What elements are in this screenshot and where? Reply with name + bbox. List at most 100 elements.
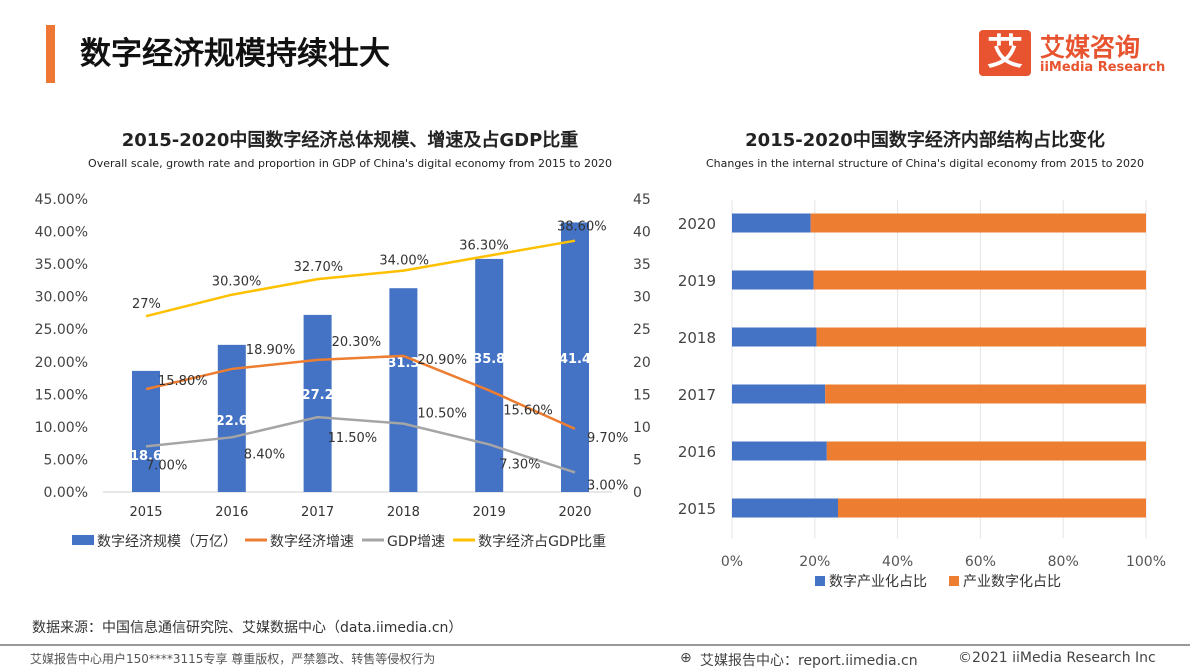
bar-data-label: 22.6 (216, 414, 248, 429)
bar-segment-0 (732, 327, 817, 347)
bar-scale (132, 370, 160, 492)
y-left-tick: 30.00% (35, 290, 88, 306)
bar-scale (303, 314, 332, 492)
chart2-subtitle: Changes in the internal structure of Chi… (705, 157, 1145, 170)
bar-segment-0 (732, 441, 827, 461)
x-tick: 2019 (473, 505, 506, 520)
line-2 (145, 415, 576, 474)
bar-segment-1 (816, 327, 1146, 347)
line-data-label: 27% (132, 297, 161, 312)
y-tick: 2020 (678, 215, 716, 233)
y-left-tick: 15.00% (35, 387, 88, 403)
data-source: 数据来源：中国信息通信研究院、艾媒数据中心（data.iimedia.cn） (32, 620, 463, 636)
line-data-label: 9.70% (587, 431, 628, 446)
y-right-tick: 30 (633, 290, 651, 306)
legend-swatch (815, 576, 825, 586)
line-data-label: 7.30% (499, 457, 540, 472)
bar-data-label: 35.8 (473, 352, 505, 367)
legend-label: 数字经济规模（万亿） (97, 534, 237, 550)
chart1-combo: 0.00% 5.00% 10.00% 15.00% 20.00% 25.00% 30.00%… (35, 192, 651, 550)
y-right-tick: 35 (633, 257, 651, 273)
x-tick: 2015 (129, 505, 162, 520)
line-data-label: 30.30% (212, 275, 262, 290)
line-data-label: 20.90% (417, 353, 467, 368)
bar-data-label: 41.4 (559, 352, 591, 367)
footer-divider (0, 644, 1190, 646)
line-data-label: 3.00% (587, 478, 628, 493)
bar-data-label: 27.2 (302, 388, 334, 403)
legend-swatch (949, 576, 959, 586)
bar-scale (389, 288, 418, 492)
globe-icon: ⊕ (680, 650, 692, 666)
bar-segment-0 (732, 213, 811, 233)
y-right-tick: 10 (633, 420, 651, 436)
line-1 (145, 354, 576, 430)
x-tick: 2018 (387, 505, 420, 520)
legend-label: 产业数字化占比 (963, 574, 1061, 590)
y-right-tick: 40 (633, 225, 651, 241)
report-site-link[interactable]: 艾媒报告中心：report.iimedia.cn (700, 653, 918, 669)
copyright-notice: 艾媒报告中心用户150****3115专享 尊重版权，严禁篡改、转售等侵权行为 (30, 652, 436, 666)
title-accent-bar (46, 25, 55, 83)
y-tick: 2019 (678, 272, 716, 290)
y-tick: 2015 (678, 500, 716, 518)
line-data-label: 10.50% (417, 407, 467, 422)
y-tick: 2016 (678, 443, 716, 461)
line-data-label: 15.80% (158, 374, 208, 389)
y-left-tick: 40.00% (35, 225, 88, 241)
y-right-tick: 25 (633, 322, 651, 338)
bar-data-label: 18.6 (130, 449, 162, 464)
line-data-label: 38.60% (557, 220, 607, 235)
page-title: 数字经济规模持续壮大 (80, 36, 390, 72)
line-data-label: 11.50% (328, 431, 378, 446)
x-tick: 40% (882, 554, 913, 570)
logo-icon: 艾 (979, 30, 1031, 76)
bar-segment-1 (837, 498, 1146, 518)
bar-segment-1 (826, 441, 1146, 461)
y-tick: 2018 (678, 329, 716, 347)
x-tick: 100% (1126, 554, 1166, 570)
bar-segment-0 (732, 498, 838, 518)
line-data-label: 36.30% (459, 239, 509, 254)
x-tick: 80% (1048, 554, 1079, 570)
line-data-label: 7.00% (146, 458, 187, 473)
y-right-tick: 15 (633, 387, 651, 403)
x-tick: 2017 (301, 505, 334, 520)
line-data-label: 15.60% (503, 403, 553, 418)
bar-segment-1 (813, 270, 1146, 290)
x-tick: 0% (721, 554, 743, 570)
x-tick: 2016 (215, 505, 248, 520)
bar-scale (561, 222, 589, 492)
line-data-label: 18.90% (246, 343, 296, 358)
y-left-tick: 20.00% (35, 355, 88, 371)
x-tick: 60% (965, 554, 996, 570)
bar-scale (475, 258, 504, 492)
y-left-tick: 10.00% (35, 420, 88, 436)
chart1-subtitle: Overall scale, growth rate and proportio… (88, 157, 612, 170)
line-data-label: 8.40% (244, 447, 285, 462)
legend-label: 数字产业化占比 (829, 574, 927, 590)
legend-swatch (72, 535, 94, 545)
legend-label: 数字经济占GDP比重 (478, 534, 606, 550)
legend-label: 数字经济增速 (270, 534, 354, 550)
line-3 (145, 239, 576, 318)
bar-segment-0 (732, 270, 814, 290)
y-left-tick: 5.00% (44, 452, 88, 468)
y-tick: 2017 (678, 386, 716, 404)
chart2-title: 2015-2020中国数字经济内部结构占比变化 (745, 130, 1105, 151)
y-left-tick: 35.00% (35, 257, 88, 273)
line-data-label: 34.00% (379, 254, 429, 269)
chart2-stacked-bar: 0% 20% 40% 60% 80% 100% 2020 2019 2018 2017 2016 20… (678, 200, 1166, 590)
y-left-tick: 45.00% (35, 192, 88, 208)
y-right-tick: 20 (633, 355, 651, 371)
y-right-tick: 0 (633, 485, 642, 501)
line-data-label: 20.30% (332, 335, 382, 350)
logo-text-en: iiMedia Research (1040, 60, 1166, 75)
line-data-label: 32.70% (294, 260, 344, 275)
bar-segment-0 (732, 384, 826, 404)
bar-segment-1 (810, 213, 1146, 233)
y-right-tick: 45 (633, 192, 651, 208)
logo-text-cn: 艾媒咨询 (1040, 33, 1141, 62)
copyright: ©2021 iiMedia Research Inc (958, 650, 1156, 666)
chart1-title: 2015-2020中国数字经济总体规模、增速及占GDP比重 (121, 130, 579, 151)
